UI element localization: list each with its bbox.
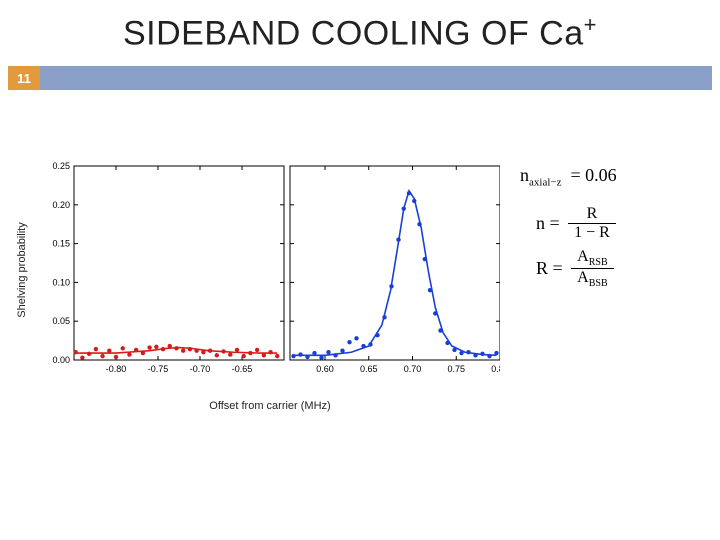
svg-text:0.80: 0.80 [491, 364, 500, 374]
svg-text:0.00: 0.00 [52, 355, 70, 365]
svg-text:-0.70: -0.70 [190, 364, 211, 374]
svg-text:0.20: 0.20 [52, 200, 70, 210]
title-superscript: + [584, 12, 597, 37]
title-main: SIDEBAND COOLING OF Ca [123, 14, 584, 52]
page-number: 11 [17, 71, 31, 86]
svg-text:-0.65: -0.65 [232, 364, 253, 374]
page-bar: 11 [0, 66, 720, 90]
slide-title: SIDEBAND COOLING OF Ca+ [0, 12, 720, 53]
slide: SIDEBAND COOLING OF Ca+ 11 Shelving prob… [0, 0, 720, 540]
eq-n-axial: naxial−z = 0.06 [520, 165, 720, 189]
eq-r-ratio: R = ARSB ABSB [536, 248, 720, 289]
svg-text:0.05: 0.05 [52, 316, 70, 326]
svg-text:0.25: 0.25 [52, 161, 70, 171]
equations-block: naxial−z = 0.06 n = R 1 − R R = ARSB ABS… [520, 165, 720, 295]
svg-text:0.15: 0.15 [52, 239, 70, 249]
eq-n-ratio: n = R 1 − R [536, 205, 720, 242]
page-number-box: 11 [8, 66, 40, 90]
svg-text:-0.80: -0.80 [106, 364, 127, 374]
chart-area: Shelving probability 0.000.050.100.150.2… [40, 160, 500, 380]
svg-text:0.10: 0.10 [52, 277, 70, 287]
sideband-chart: 0.00 0.05 0.10 0.15 0.20 0.25 -0.80 -0.75 -0.70 -… [40, 160, 500, 380]
svg-text:0.75: 0.75 [447, 364, 465, 374]
svg-text:0.70: 0.70 [404, 364, 422, 374]
svg-text:0.65: 0.65 [360, 364, 378, 374]
svg-text:-0.75: -0.75 [148, 364, 169, 374]
x-axis-label: Offset from carrier (MHz) [209, 400, 330, 412]
page-bar-fill [40, 66, 712, 90]
y-axis-label: Shelving probability [16, 222, 28, 317]
svg-text:0.60: 0.60 [316, 364, 334, 374]
